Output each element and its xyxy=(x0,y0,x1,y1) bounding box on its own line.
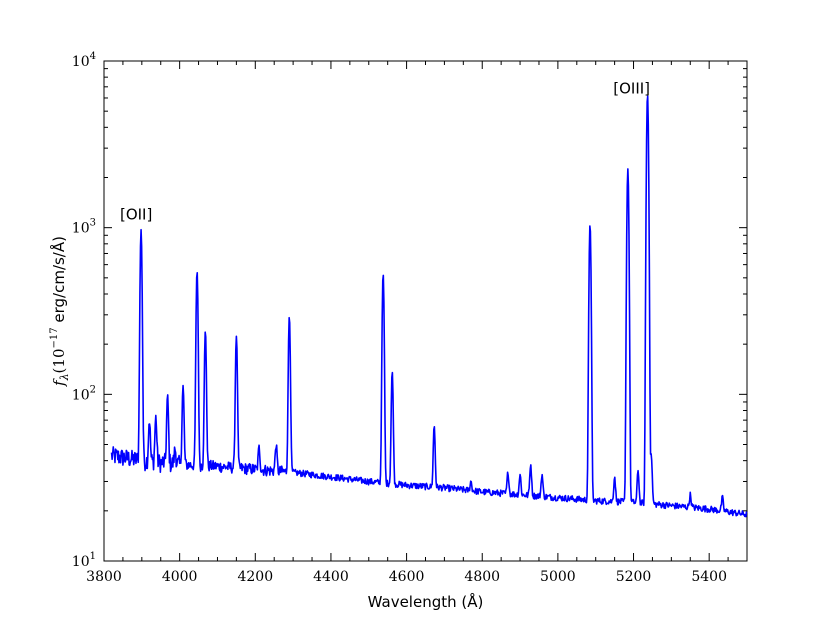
x-tick-label: 5400 xyxy=(691,569,727,585)
x-tick-label: 5000 xyxy=(540,569,576,585)
y-axis-label: fλ(10−17 erg/cm/s/Å) xyxy=(49,236,71,387)
y-label-symbol: f xyxy=(50,378,68,387)
x-tick-label: 4600 xyxy=(389,569,425,585)
line-annotation: [OII] xyxy=(120,205,152,223)
y-tick-label: 104 xyxy=(72,51,96,70)
plot-area xyxy=(103,60,748,562)
x-tick-label: 4200 xyxy=(237,569,273,585)
y-axis-ticks: 101 102 103 104 xyxy=(72,51,747,570)
y-tick-label: 102 xyxy=(72,384,96,403)
line-annotations: [OII] [OIII] xyxy=(120,79,650,223)
x-tick-label: 4800 xyxy=(464,569,500,585)
x-tick-label: 3800 xyxy=(86,569,122,585)
x-axis-label: Wavelength (Å) xyxy=(368,592,484,611)
y-label-subscript: λ xyxy=(58,373,71,381)
x-tick-label: 5200 xyxy=(616,569,652,585)
spectrum-line xyxy=(110,95,748,518)
y-label-prefix: (10 xyxy=(50,348,68,373)
y-tick-label: 101 xyxy=(72,551,96,570)
y-label-exponent: −17 xyxy=(49,327,60,348)
line-annotation: [OIII] xyxy=(613,79,650,97)
x-tick-label: 4000 xyxy=(162,569,198,585)
y-label-units: erg/cm/s/Å) xyxy=(49,236,68,327)
x-tick-label: 4400 xyxy=(313,569,349,585)
y-tick-label: 103 xyxy=(72,218,96,237)
x-axis-ticks: 3800 4000 4200 4400 4600 4800 5000 5200 5400 xyxy=(86,61,748,585)
